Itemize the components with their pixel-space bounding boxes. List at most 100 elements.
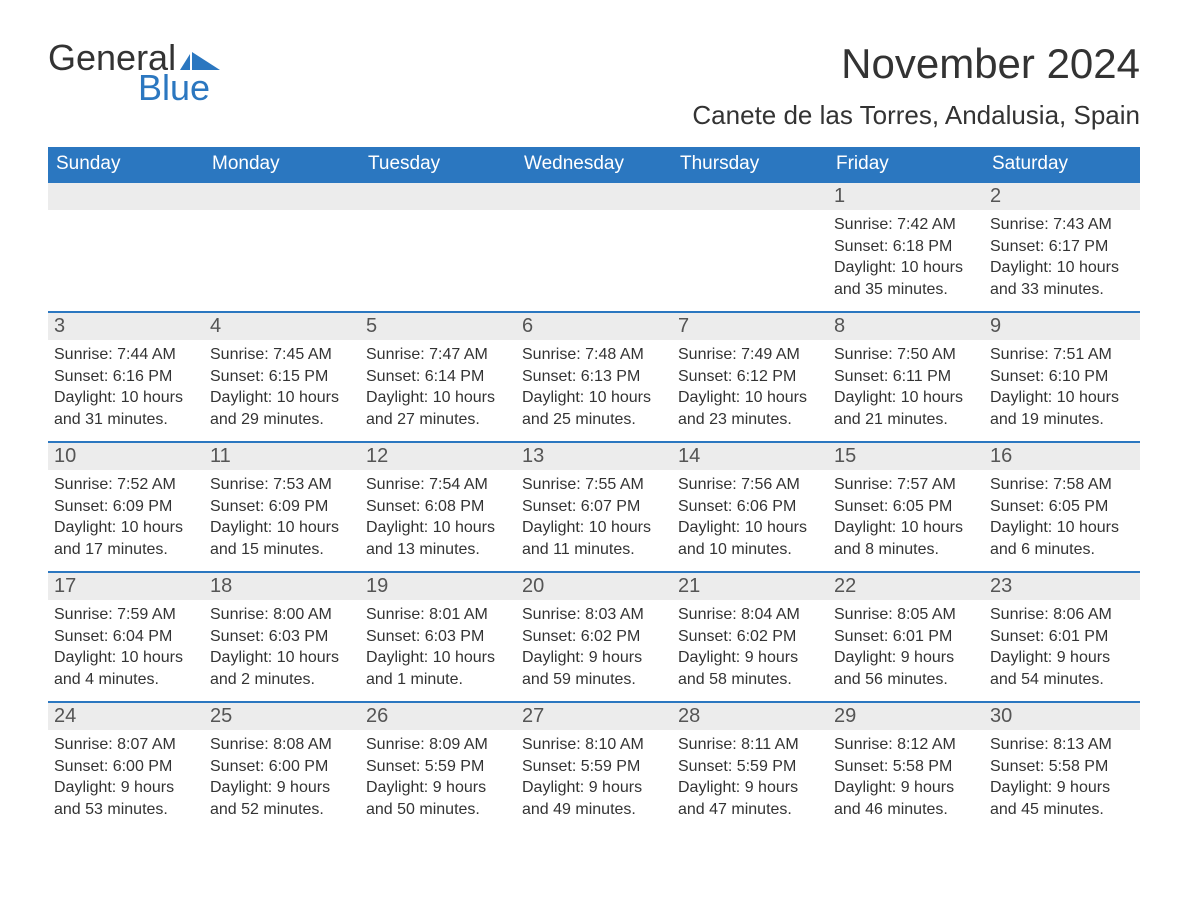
logo-text-blue: Blue (138, 70, 220, 106)
day-cell (204, 183, 360, 311)
empty-day-bar (672, 183, 828, 210)
day-number: 15 (828, 443, 984, 470)
day-dl1: Daylight: 10 hours (990, 387, 1134, 409)
day-sunset: Sunset: 6:11 PM (834, 366, 978, 388)
day-cell: 26Sunrise: 8:09 AMSunset: 5:59 PMDayligh… (360, 703, 516, 831)
day-cell: 21Sunrise: 8:04 AMSunset: 6:02 PMDayligh… (672, 573, 828, 701)
day-dl2: and 50 minutes. (366, 799, 510, 821)
day-dl2: and 1 minute. (366, 669, 510, 691)
day-dl1: Daylight: 9 hours (990, 777, 1134, 799)
day-dl2: and 47 minutes. (678, 799, 822, 821)
day-dl1: Daylight: 9 hours (834, 777, 978, 799)
day-sunset: Sunset: 5:59 PM (678, 756, 822, 778)
day-body: Sunrise: 8:10 AMSunset: 5:59 PMDaylight:… (516, 730, 672, 828)
day-body: Sunrise: 8:07 AMSunset: 6:00 PMDaylight:… (48, 730, 204, 828)
day-dl2: and 4 minutes. (54, 669, 198, 691)
day-sunrise: Sunrise: 8:09 AM (366, 734, 510, 756)
day-number: 18 (204, 573, 360, 600)
dow-cell: Sunday (48, 147, 204, 181)
day-number: 16 (984, 443, 1140, 470)
day-body: Sunrise: 8:08 AMSunset: 6:00 PMDaylight:… (204, 730, 360, 828)
day-number: 17 (48, 573, 204, 600)
day-number: 1 (828, 183, 984, 210)
day-number: 25 (204, 703, 360, 730)
day-sunset: Sunset: 6:14 PM (366, 366, 510, 388)
day-dl2: and 56 minutes. (834, 669, 978, 691)
dow-cell: Tuesday (360, 147, 516, 181)
day-sunset: Sunset: 6:05 PM (990, 496, 1134, 518)
day-number: 3 (48, 313, 204, 340)
empty-day-bar (204, 183, 360, 210)
day-body: Sunrise: 7:48 AMSunset: 6:13 PMDaylight:… (516, 340, 672, 438)
day-dl1: Daylight: 9 hours (990, 647, 1134, 669)
day-sunrise: Sunrise: 7:49 AM (678, 344, 822, 366)
day-body: Sunrise: 8:11 AMSunset: 5:59 PMDaylight:… (672, 730, 828, 828)
day-sunset: Sunset: 6:09 PM (54, 496, 198, 518)
day-dl2: and 33 minutes. (990, 279, 1134, 301)
day-dl1: Daylight: 9 hours (678, 647, 822, 669)
day-dl2: and 59 minutes. (522, 669, 666, 691)
week-row: 3Sunrise: 7:44 AMSunset: 6:16 PMDaylight… (48, 311, 1140, 441)
day-dl2: and 52 minutes. (210, 799, 354, 821)
day-sunrise: Sunrise: 7:45 AM (210, 344, 354, 366)
day-sunrise: Sunrise: 7:59 AM (54, 604, 198, 626)
days-of-week-row: SundayMondayTuesdayWednesdayThursdayFrid… (48, 147, 1140, 181)
day-sunrise: Sunrise: 8:01 AM (366, 604, 510, 626)
day-sunrise: Sunrise: 7:55 AM (522, 474, 666, 496)
day-number: 5 (360, 313, 516, 340)
day-cell: 27Sunrise: 8:10 AMSunset: 5:59 PMDayligh… (516, 703, 672, 831)
day-dl1: Daylight: 10 hours (834, 257, 978, 279)
day-number: 29 (828, 703, 984, 730)
day-dl1: Daylight: 10 hours (366, 647, 510, 669)
day-body: Sunrise: 8:13 AMSunset: 5:58 PMDaylight:… (984, 730, 1140, 828)
day-dl1: Daylight: 10 hours (522, 387, 666, 409)
day-sunset: Sunset: 6:03 PM (366, 626, 510, 648)
day-sunrise: Sunrise: 7:53 AM (210, 474, 354, 496)
day-cell: 15Sunrise: 7:57 AMSunset: 6:05 PMDayligh… (828, 443, 984, 571)
day-number: 14 (672, 443, 828, 470)
day-cell: 28Sunrise: 8:11 AMSunset: 5:59 PMDayligh… (672, 703, 828, 831)
day-number: 11 (204, 443, 360, 470)
day-number: 4 (204, 313, 360, 340)
day-number: 26 (360, 703, 516, 730)
day-dl2: and 17 minutes. (54, 539, 198, 561)
day-dl1: Daylight: 10 hours (522, 517, 666, 539)
dow-cell: Friday (828, 147, 984, 181)
day-body: Sunrise: 8:09 AMSunset: 5:59 PMDaylight:… (360, 730, 516, 828)
day-cell: 2Sunrise: 7:43 AMSunset: 6:17 PMDaylight… (984, 183, 1140, 311)
day-body: Sunrise: 7:58 AMSunset: 6:05 PMDaylight:… (984, 470, 1140, 568)
day-sunrise: Sunrise: 7:47 AM (366, 344, 510, 366)
weeks-container: 1Sunrise: 7:42 AMSunset: 6:18 PMDaylight… (48, 181, 1140, 831)
header: General Blue November 2024 Canete de las… (48, 40, 1140, 141)
day-dl1: Daylight: 10 hours (990, 257, 1134, 279)
day-dl1: Daylight: 10 hours (210, 517, 354, 539)
day-number: 2 (984, 183, 1140, 210)
day-sunrise: Sunrise: 8:06 AM (990, 604, 1134, 626)
day-body: Sunrise: 7:45 AMSunset: 6:15 PMDaylight:… (204, 340, 360, 438)
day-cell: 9Sunrise: 7:51 AMSunset: 6:10 PMDaylight… (984, 313, 1140, 441)
day-sunrise: Sunrise: 8:11 AM (678, 734, 822, 756)
day-dl2: and 23 minutes. (678, 409, 822, 431)
day-dl2: and 19 minutes. (990, 409, 1134, 431)
week-row: 17Sunrise: 7:59 AMSunset: 6:04 PMDayligh… (48, 571, 1140, 701)
day-number: 9 (984, 313, 1140, 340)
day-body: Sunrise: 7:53 AMSunset: 6:09 PMDaylight:… (204, 470, 360, 568)
day-number: 27 (516, 703, 672, 730)
day-sunrise: Sunrise: 8:10 AM (522, 734, 666, 756)
week-row: 24Sunrise: 8:07 AMSunset: 6:00 PMDayligh… (48, 701, 1140, 831)
day-sunset: Sunset: 6:06 PM (678, 496, 822, 518)
day-sunrise: Sunrise: 7:52 AM (54, 474, 198, 496)
day-dl2: and 25 minutes. (522, 409, 666, 431)
day-dl2: and 27 minutes. (366, 409, 510, 431)
day-sunset: Sunset: 6:09 PM (210, 496, 354, 518)
dow-cell: Thursday (672, 147, 828, 181)
day-number: 7 (672, 313, 828, 340)
day-dl2: and 11 minutes. (522, 539, 666, 561)
title-block: November 2024 Canete de las Torres, Anda… (692, 40, 1140, 141)
day-dl1: Daylight: 10 hours (210, 387, 354, 409)
day-dl2: and 46 minutes. (834, 799, 978, 821)
day-cell: 4Sunrise: 7:45 AMSunset: 6:15 PMDaylight… (204, 313, 360, 441)
day-sunrise: Sunrise: 8:04 AM (678, 604, 822, 626)
day-number: 21 (672, 573, 828, 600)
day-cell: 3Sunrise: 7:44 AMSunset: 6:16 PMDaylight… (48, 313, 204, 441)
